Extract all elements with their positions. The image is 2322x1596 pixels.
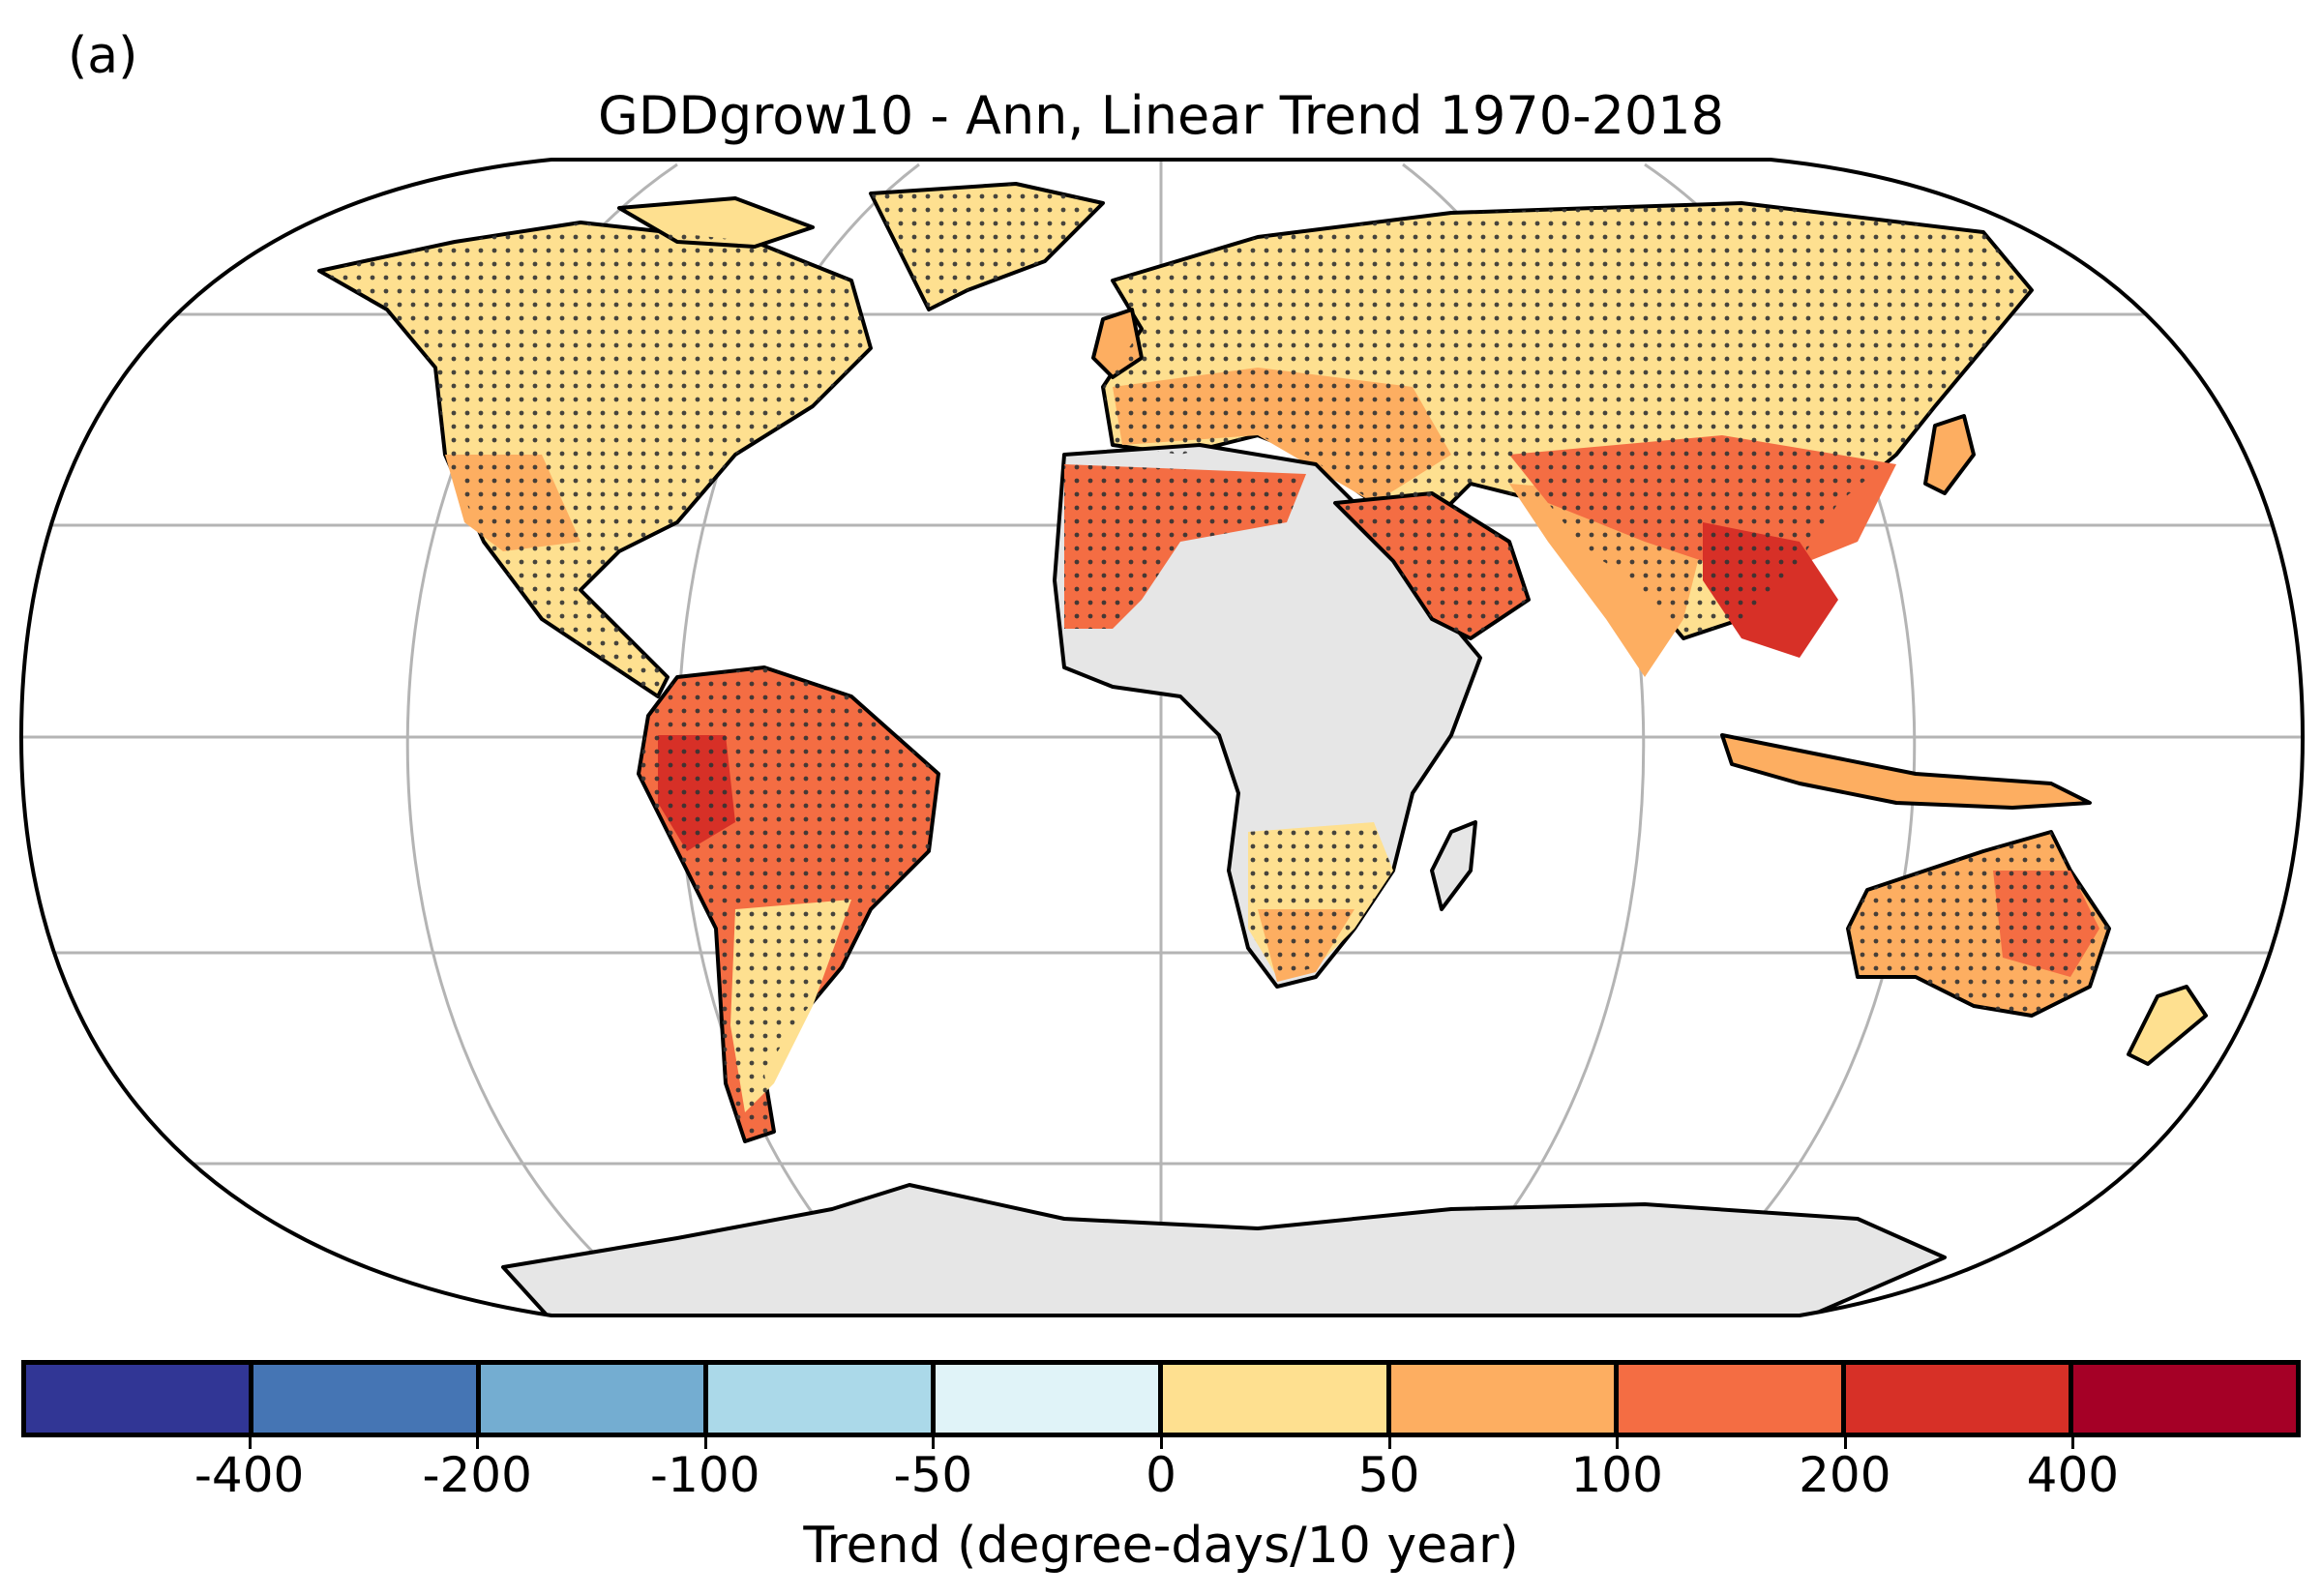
colorbar-segment-3	[708, 1365, 937, 1433]
map-outline	[18, 158, 2306, 1317]
colorbar-tick	[1160, 1437, 1163, 1449]
panel-label: (a)	[68, 27, 138, 85]
colorbar-tick	[1843, 1437, 1847, 1449]
region-japan	[1923, 414, 1976, 495]
colorbar-segment-1	[253, 1365, 482, 1433]
colorbar-tick	[1616, 1437, 1620, 1449]
colorbar-tick-label: 100	[1570, 1447, 1663, 1503]
colorbar-tick-label: 0	[1146, 1447, 1176, 1503]
colorbar-tick	[2071, 1437, 2075, 1449]
colorbar-tick	[703, 1437, 707, 1449]
colorbar-segment-8	[1845, 1365, 2073, 1433]
colorbar-tick-label: 200	[1799, 1447, 1891, 1503]
significance-stippling	[319, 184, 2109, 1141]
colorbar-segment-7	[1618, 1365, 1846, 1433]
colorbar	[21, 1360, 2301, 1437]
colorbar-tick-label: -400	[194, 1447, 305, 1503]
colorbar-segment-4	[936, 1365, 1164, 1433]
colorbar-segment-6	[1390, 1365, 1619, 1433]
colorbar-title: Trend (degree-days/10 year)	[803, 1517, 1519, 1575]
colorbar-tick-label: -50	[893, 1447, 973, 1503]
region-madagascar	[1430, 820, 1477, 911]
map-title: GDDgrow10 - Ann, Linear Trend 1970-2018	[597, 85, 1725, 146]
world-map	[18, 158, 2306, 1317]
colorbar-segment-2	[481, 1365, 709, 1433]
colorbar-tick-label: -100	[650, 1447, 760, 1503]
region-indonesia	[1720, 733, 2092, 810]
colorbar-segment-5	[1163, 1365, 1391, 1433]
colorbar-tick-label: -200	[422, 1447, 532, 1503]
colorbar-tick	[1387, 1437, 1391, 1449]
region-new-zealand	[2127, 985, 2208, 1066]
colorbar-segment-0	[26, 1365, 254, 1433]
colorbar-tick	[248, 1437, 252, 1449]
region-antarctica	[501, 1183, 1947, 1315]
colorbar-tick	[476, 1437, 480, 1449]
colorbar-tick-label: 50	[1357, 1447, 1420, 1503]
colorbar-tick-label: 400	[2026, 1447, 2120, 1503]
colorbar-tick	[932, 1437, 936, 1449]
colorbar-segment-9	[2072, 1365, 2296, 1433]
